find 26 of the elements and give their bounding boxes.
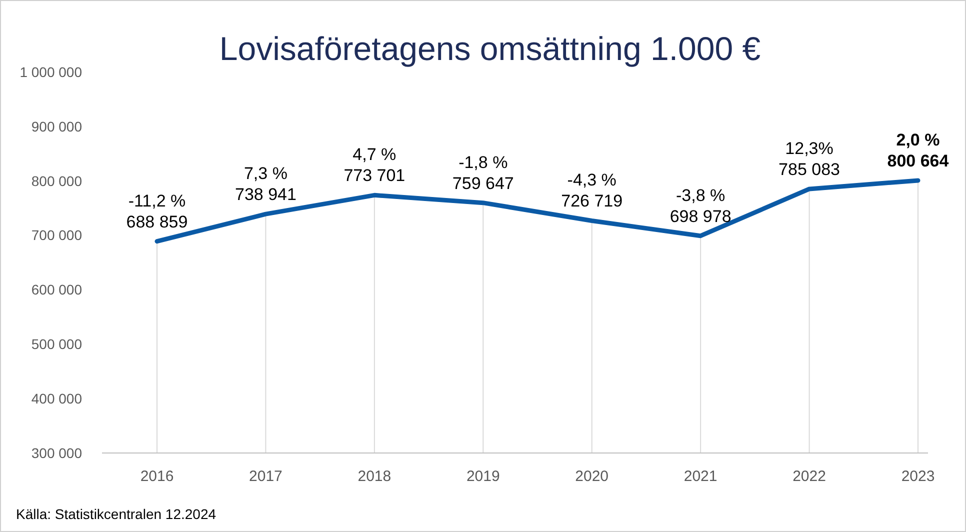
x-tick-label: 2020 — [575, 468, 609, 485]
y-tick-label: 1 000 000 — [20, 64, 82, 80]
data-label: -3,8 % 698 978 — [670, 186, 732, 226]
y-tick-label: 800 000 — [31, 172, 82, 189]
data-label: 2,0 % 800 664 — [887, 130, 950, 170]
data-label: -11,2 % 688 859 — [126, 191, 188, 232]
y-tick-label: 300 000 — [31, 444, 82, 461]
x-tick-label: 2019 — [466, 468, 500, 485]
data-label: -1,8 % 759 647 — [452, 152, 514, 193]
x-tick-label: 2016 — [140, 468, 174, 485]
x-tick-label: 2018 — [358, 468, 392, 485]
y-tick-label: 900 000 — [31, 118, 82, 134]
data-label: -4,3 % 726 719 — [561, 170, 623, 211]
data-label: 4,7 % 773 701 — [344, 145, 406, 186]
x-tick-label: 2022 — [792, 468, 826, 485]
data-label: 12,3% 785 083 — [778, 138, 840, 179]
x-tick-label: 2021 — [684, 468, 718, 485]
data-label: 7,3 % 738 941 — [234, 164, 296, 204]
text: Källa: Statistikcentralen 12.2024 — [16, 506, 216, 522]
chart-title: Lovisaföretagens omsättning 1.000 € — [219, 30, 761, 67]
y-tick-label: 400 000 — [31, 390, 82, 406]
y-tick-label: 700 000 — [31, 227, 82, 244]
x-tick-label: 2023 — [901, 468, 935, 485]
y-tick-label: 600 000 — [31, 282, 82, 298]
y-tick-label: 500 000 — [31, 336, 82, 352]
x-tick-label: 2017 — [249, 468, 282, 485]
